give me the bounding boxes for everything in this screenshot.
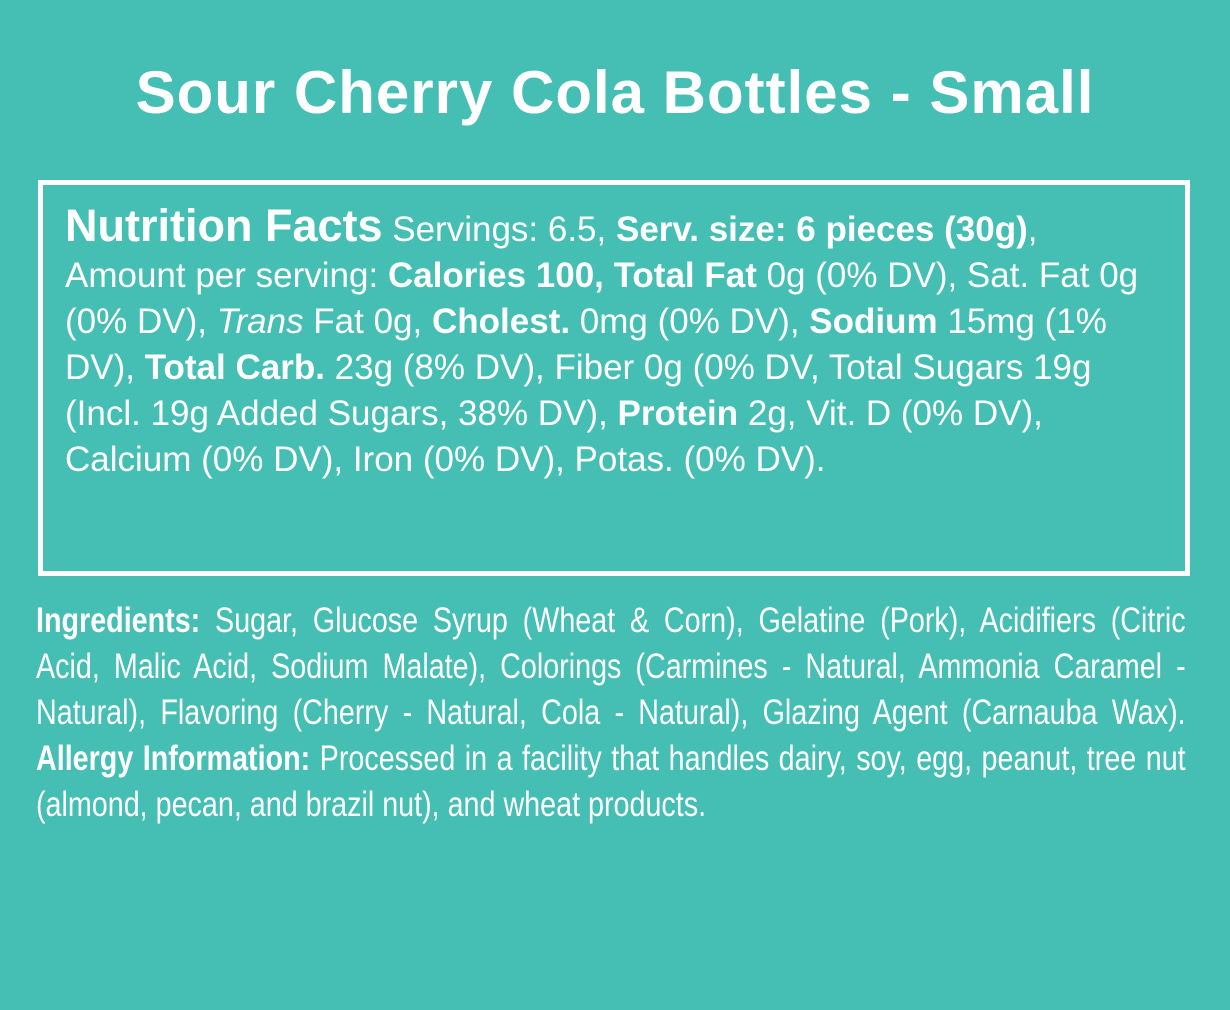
text-run: Nutrition Facts bbox=[65, 200, 383, 251]
title: Sour Cherry Cola Bottles - Small bbox=[135, 59, 1095, 126]
text-run: Sodium bbox=[809, 302, 938, 341]
text-run: Cholest. bbox=[431, 302, 571, 341]
text-run: 2g, Vit. D (0% DV), Calcium (0% DV), Iro… bbox=[65, 394, 1043, 479]
text-run: 23g (8% DV), Fiber 0g (0% DV, Total Suga… bbox=[65, 348, 1092, 433]
text-run: Allergy Information: bbox=[36, 739, 311, 778]
text-run: 15mg (1% DV), bbox=[65, 302, 1107, 387]
nutrition-facts: Nutrition Facts Servings: 6.5, Serv. siz… bbox=[65, 203, 1165, 483]
text-run: Fat 0g, bbox=[303, 302, 432, 341]
text-run: Ingredients: bbox=[36, 601, 201, 640]
nutrition-box: Nutrition Facts Servings: 6.5, Serv. siz… bbox=[38, 180, 1190, 576]
text-run: Protein bbox=[617, 394, 739, 433]
text-run: 0g (0% DV), Sat. Fat 0g (0% DV), bbox=[65, 256, 1139, 341]
text-run: Trans bbox=[216, 302, 304, 341]
text-run: 0mg (0% DV), bbox=[570, 302, 810, 341]
text-run: Servings: 6.5, bbox=[382, 210, 616, 249]
ingredients: Ingredients: Sugar, Glucose Syrup (Wheat… bbox=[36, 598, 1186, 828]
text-run: , Amount per serving: bbox=[65, 210, 1038, 295]
text-run: Processed in a facility that handles dai… bbox=[36, 739, 1186, 824]
text-run: Calories 100, Total Fat bbox=[387, 256, 757, 295]
text-run: Total Carb. bbox=[144, 348, 325, 387]
text-run: Serv. size: 6 pieces (30g) bbox=[615, 210, 1028, 249]
text-run: Sugar, Glucose Syrup (Wheat & Corn), Gel… bbox=[36, 601, 1186, 732]
